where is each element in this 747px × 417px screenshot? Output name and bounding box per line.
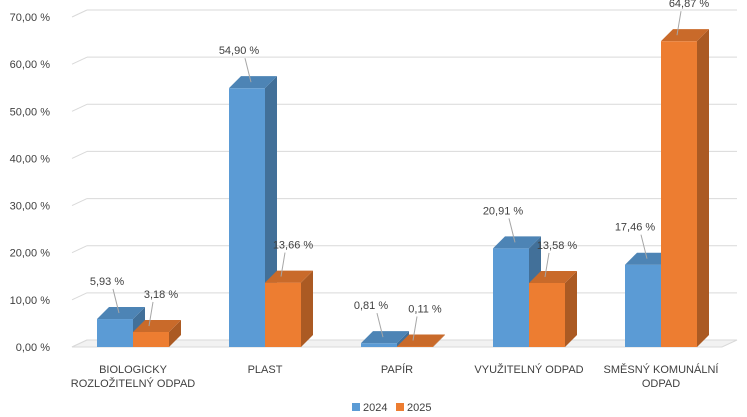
bar-front xyxy=(493,248,529,347)
bar-top xyxy=(133,320,181,333)
data-label-2025-4: 64,87 % xyxy=(669,0,710,10)
bar-2024-1 xyxy=(229,76,277,347)
bar-side xyxy=(697,29,709,347)
leader-line xyxy=(544,252,550,278)
bar-side xyxy=(301,270,313,347)
bar-top xyxy=(529,270,577,283)
data-label-2025-3: 13,58 % xyxy=(537,240,578,252)
y-tick-label: 60,00 % xyxy=(10,59,51,71)
bar-side xyxy=(565,270,577,347)
y-tick-label: 10,00 % xyxy=(10,295,51,307)
category-label-line: VYUŽITELNÝ ODPAD xyxy=(474,363,583,376)
bar-2025-1 xyxy=(265,270,313,347)
data-label-2024-4: 17,46 % xyxy=(615,222,656,234)
category-label-line: SMĚSNÝ KOMUNÁLNÍ xyxy=(604,363,720,376)
y-tick-label: 50,00 % xyxy=(10,106,51,118)
bar-side xyxy=(169,320,181,347)
leader-line xyxy=(508,218,516,243)
data-label-2024-3: 20,91 % xyxy=(483,205,524,217)
bar-top xyxy=(397,334,445,347)
y-tick-label: 0,00 % xyxy=(16,342,50,354)
legend-label-2024: 2024 xyxy=(363,402,387,414)
category-label-line: ODPAD xyxy=(642,378,680,390)
legend-swatch-2025 xyxy=(396,403,404,411)
gridline-depth xyxy=(71,150,88,159)
leader-line xyxy=(376,313,384,338)
bar-top xyxy=(361,331,409,344)
x-axis: BIOLOGICKY ROZLOŽITELNÝ ODPAD PLAST PAPÍR VY… xyxy=(71,363,720,390)
data-label-2025-1: 13,66 % xyxy=(273,240,314,252)
bar-top xyxy=(229,76,277,89)
bar-top xyxy=(493,236,541,249)
y-tick-label: 30,00 % xyxy=(10,201,51,213)
bar-top xyxy=(97,307,145,320)
bar-front xyxy=(397,346,433,347)
category-label-line: PAPÍR xyxy=(381,363,413,376)
bar-front xyxy=(529,282,565,347)
bar-2025-3 xyxy=(529,270,577,347)
gridline-depth xyxy=(71,103,88,112)
leader-line xyxy=(244,58,252,83)
leader-line xyxy=(148,301,154,327)
data-label-2025-0: 3,18 % xyxy=(144,289,178,301)
bar-front xyxy=(661,41,697,347)
bar-side xyxy=(397,331,409,347)
bars xyxy=(97,29,709,347)
bar-2025-4 xyxy=(661,29,709,347)
category-label-line: BIOLOGICKY xyxy=(99,364,168,376)
bar-front xyxy=(361,343,397,347)
bar-2024-2 xyxy=(361,331,409,347)
bar-side xyxy=(433,334,445,347)
y-axis: 0,00 % 10,00 % 20,00 % 30,00 % 40,00 % 50,00 … xyxy=(10,12,51,354)
data-label-2025-2: 0,11 % xyxy=(408,303,442,315)
gridline-depth xyxy=(71,198,88,207)
leader-line xyxy=(412,316,418,341)
gridline-depth xyxy=(71,292,88,301)
y-tick-label: 20,00 % xyxy=(10,248,51,260)
bar-top xyxy=(265,270,313,283)
leader-line xyxy=(640,234,648,259)
data-label-2024-1: 54,90 % xyxy=(219,45,260,57)
bar-front xyxy=(133,332,169,347)
category-label-line: ROZLOŽITELNÝ ODPAD xyxy=(71,377,196,390)
bar-2025-0 xyxy=(133,320,181,347)
category-label: SMĚSNÝ KOMUNÁLNÍ ODPAD xyxy=(604,363,720,390)
data-label-2024-0: 5,93 % xyxy=(90,276,124,288)
gridline-depth xyxy=(71,9,88,18)
y-tick-label: 40,00 % xyxy=(10,153,51,165)
gridline-depth xyxy=(71,56,88,65)
bar-front xyxy=(229,88,265,347)
category-label: PLAST xyxy=(248,364,283,376)
data-label-2024-2: 0,81 % xyxy=(354,300,388,312)
category-label: VYUŽITELNÝ ODPAD xyxy=(474,363,583,376)
legend-label-2025: 2025 xyxy=(407,402,431,414)
data-labels: 5,93 % 3,18 % 54,90 % 13,66 % 0,81 % 0,11 % 20… xyxy=(90,0,710,341)
category-label: BIOLOGICKY ROZLOŽITELNÝ ODPAD xyxy=(71,364,196,390)
leader-line xyxy=(676,11,682,36)
bar-front xyxy=(625,264,661,347)
legend-swatch-2024 xyxy=(352,403,360,411)
leader-line xyxy=(280,252,286,277)
legend: 2024 2025 xyxy=(352,402,431,414)
leader-line xyxy=(112,288,120,314)
bar-top xyxy=(661,29,709,42)
y-tick-label: 70,00 % xyxy=(10,12,51,24)
bar-front xyxy=(97,319,133,347)
category-label-line: PLAST xyxy=(248,364,283,376)
bar-front xyxy=(265,282,301,347)
bar-2025-2 xyxy=(397,334,445,347)
gridline-depth xyxy=(71,245,88,254)
category-label: PAPÍR xyxy=(381,363,413,376)
